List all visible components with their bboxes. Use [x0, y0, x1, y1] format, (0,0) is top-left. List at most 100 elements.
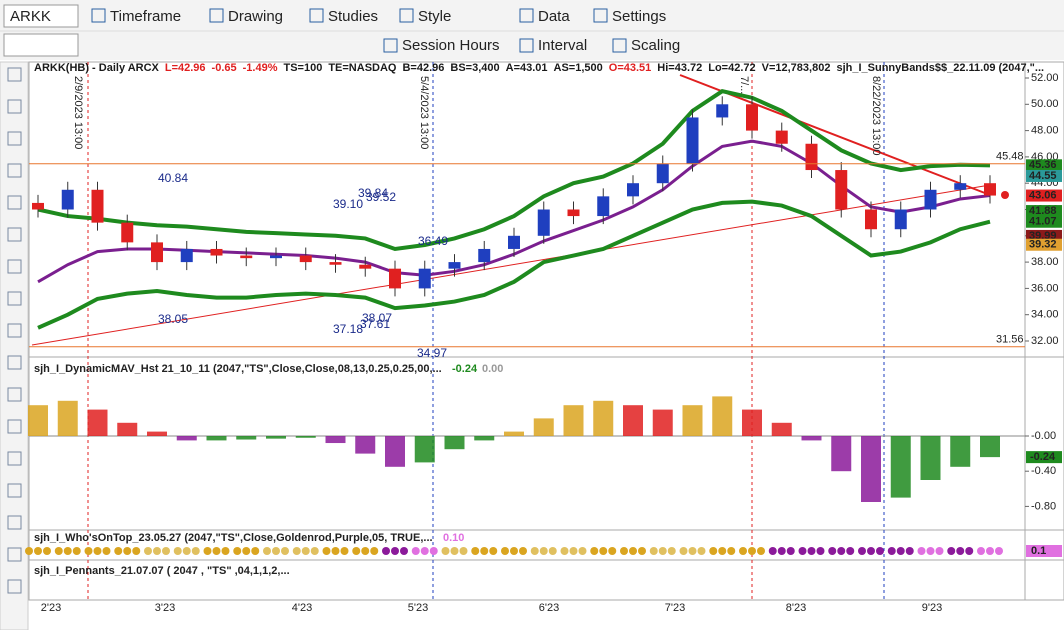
state-dot: [43, 547, 51, 555]
toolbar-button[interactable]: Style: [418, 8, 451, 25]
histogram-bar: [771, 422, 792, 436]
side-tool[interactable]: [7, 451, 22, 466]
state-dot: [539, 547, 548, 555]
header-item: B=42.96: [402, 62, 444, 74]
side-tool[interactable]: [7, 355, 22, 370]
state-dot: [34, 547, 42, 555]
side-tool[interactable]: [7, 387, 22, 402]
price-tag: [1026, 215, 1062, 228]
candle: [270, 255, 282, 259]
candle: [32, 202, 44, 210]
toolbar-button[interactable]: Interval: [538, 37, 587, 54]
header-item: ARKK(HB) - Daily ARCX: [34, 62, 160, 74]
side-tool[interactable]: [7, 483, 22, 498]
swing-label: 38.05: [158, 312, 188, 326]
side-tool[interactable]: [7, 195, 22, 210]
header-item: AS=1,500: [554, 62, 603, 74]
side-tool[interactable]: [7, 99, 22, 114]
panel-value: 0.00: [482, 363, 503, 375]
side-tool[interactable]: [7, 163, 22, 178]
candle: [835, 170, 848, 210]
lower-band: [37, 199, 991, 330]
state-dot: [233, 547, 242, 555]
state-dot: [965, 547, 974, 555]
state-dot: [93, 547, 102, 555]
state-dot: [263, 547, 271, 555]
histogram-bar: [87, 409, 108, 436]
toolbar-button[interactable]: Settings: [612, 8, 666, 25]
state-dot: [620, 547, 628, 555]
x-tick-label: 5'23: [408, 602, 428, 614]
symbol[interactable]: ARKK: [10, 8, 51, 25]
state-dot: [450, 547, 459, 555]
histogram-bar: [950, 436, 971, 467]
state-dot: [292, 547, 301, 555]
state-dot: [876, 547, 884, 555]
panel-value: -0.24: [452, 363, 478, 375]
header-item: TE=NASDAQ: [328, 62, 397, 74]
state-dot: [560, 547, 569, 555]
side-tool[interactable]: [7, 227, 22, 242]
histogram-bar: [28, 405, 48, 436]
toolbar-bg: [0, 0, 1064, 60]
histogram-bar: [325, 436, 346, 444]
panel-value: 0.10: [443, 532, 464, 544]
state-dot: [679, 547, 688, 555]
price-tag-label: 41.88: [1029, 205, 1057, 217]
side-tool[interactable]: [7, 131, 22, 146]
state-dot: [480, 547, 489, 555]
toolbar-button[interactable]: Session Hours: [402, 37, 500, 54]
panel-title: sjh_I_Pennants_21.07.07 ( 2047 , "TS" ,0…: [34, 565, 290, 577]
state-dot: [182, 547, 191, 555]
last-price-dot: [1001, 191, 1009, 199]
toolbar-button[interactable]: Drawing: [228, 8, 283, 25]
side-tool[interactable]: [7, 515, 22, 530]
side-tool[interactable]: [7, 323, 22, 338]
histogram-bar: [474, 436, 495, 441]
candle: [746, 104, 758, 131]
candle: [627, 183, 639, 197]
state-dot: [272, 547, 280, 555]
trend-line: [31, 184, 991, 346]
price-tag-label: 41.07: [1029, 216, 1057, 228]
state-dot: [688, 547, 697, 555]
date-mark: 2/9/2023 13:00: [72, 76, 84, 149]
state-dot: [956, 547, 965, 555]
swing-label: 39.52: [366, 190, 396, 204]
side-tool[interactable]: [7, 259, 22, 274]
toolbar-button[interactable]: Studies: [328, 8, 378, 25]
header-item: O=43.51: [609, 62, 652, 74]
histogram-bar: [57, 400, 78, 436]
state-dot: [242, 547, 251, 555]
histogram-bar: [444, 436, 465, 450]
candle: [448, 262, 461, 269]
x-tick-label: 6'23: [539, 602, 559, 614]
candle: [418, 268, 431, 289]
side-tool[interactable]: [7, 419, 22, 434]
interval-box[interactable]: [3, 33, 79, 57]
side-tool[interactable]: [7, 291, 22, 306]
toolbar-button[interactable]: Timeframe: [110, 8, 181, 25]
histogram-bar: [355, 436, 376, 454]
histogram-bar: [712, 396, 733, 436]
candle: [389, 268, 401, 289]
date-mark: 7/...: [738, 76, 750, 94]
candle: [924, 189, 937, 210]
side-tool[interactable]: [7, 579, 22, 594]
toolbar-button[interactable]: Scaling: [631, 37, 680, 54]
state-dot: [132, 547, 141, 555]
candle: [984, 183, 996, 196]
state-dot: [926, 547, 935, 555]
side-tool[interactable]: [7, 67, 22, 82]
toolbar-button[interactable]: Data: [538, 8, 570, 25]
histogram-bar: [861, 436, 881, 502]
state-dot: [281, 547, 289, 555]
candle: [210, 248, 223, 256]
level-label: 31.56: [996, 334, 1024, 346]
state-dot: [519, 547, 527, 555]
header-item: Lo=42.72: [708, 62, 755, 74]
histogram-bar: [414, 436, 435, 463]
histogram-bar: [623, 405, 643, 436]
symbol-box[interactable]: [3, 4, 79, 28]
side-tool[interactable]: [7, 547, 22, 562]
